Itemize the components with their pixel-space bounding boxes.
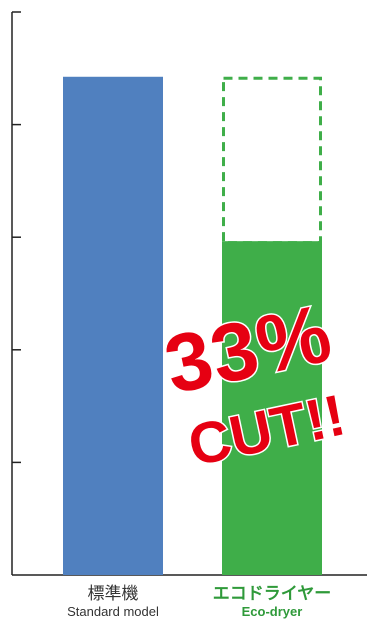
category-label-standard-sub: Standard model: [67, 604, 159, 619]
bar-eco-dryer: [222, 241, 322, 575]
category-label-standard: 標準機 Standard model: [52, 584, 174, 619]
category-label-eco-main: エコドライヤー: [212, 584, 332, 604]
category-label-eco-sub: Eco-dryer: [241, 604, 303, 619]
category-label-standard-main: 標準機: [87, 584, 139, 604]
bar-standard-model: [63, 76, 163, 576]
bar-reference-outline: [222, 76, 322, 245]
category-label-eco: エコドライヤー Eco-dryer: [196, 584, 348, 619]
